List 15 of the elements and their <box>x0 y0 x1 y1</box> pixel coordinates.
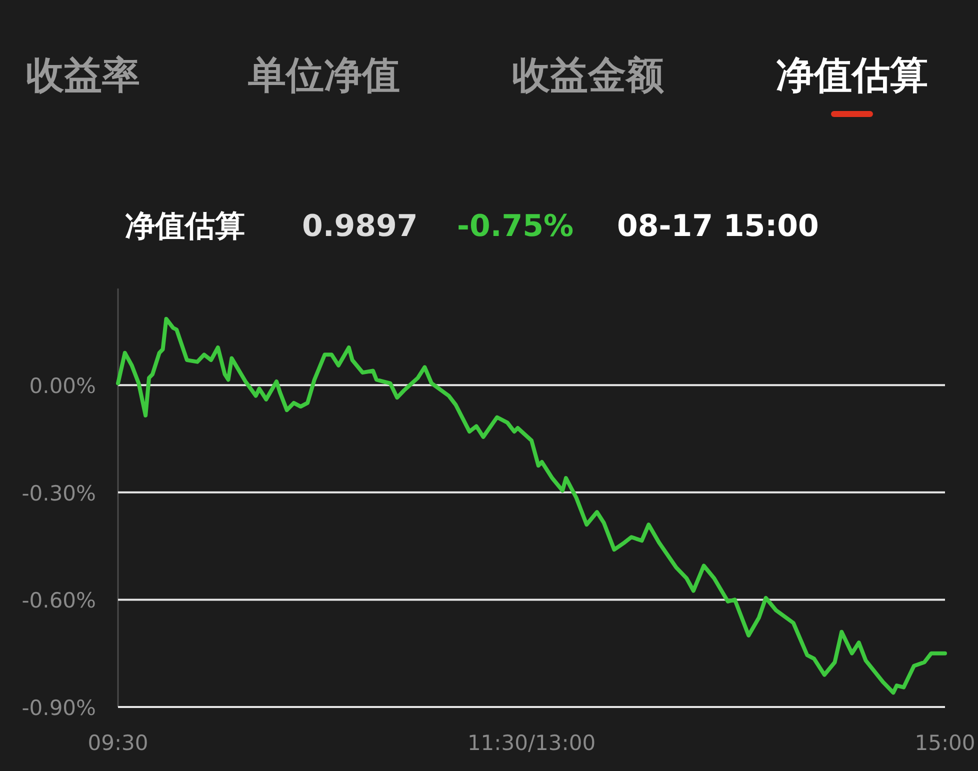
y-tick-label: -0.60% <box>22 588 96 613</box>
chart-title: 净值估算 <box>125 209 245 244</box>
x-tick-label: 15:00 <box>914 731 976 755</box>
text: 收益金额 <box>512 53 664 97</box>
y-tick-label: -0.30% <box>22 481 96 506</box>
text: -0.75% <box>457 209 574 244</box>
y-tick-label: -0.90% <box>22 696 96 720</box>
text: 单位净值 <box>247 53 400 97</box>
x-tick-label: 11:30/13:00 <box>467 731 596 755</box>
x-tick-label: 09:30 <box>88 731 148 755</box>
text: 08-17 15:00 <box>617 209 819 244</box>
text: 净值估算 <box>776 53 928 97</box>
text: 收益率 <box>26 53 140 97</box>
text: 0.9897 <box>302 209 418 244</box>
y-tick-label: 0.00% <box>29 374 96 398</box>
